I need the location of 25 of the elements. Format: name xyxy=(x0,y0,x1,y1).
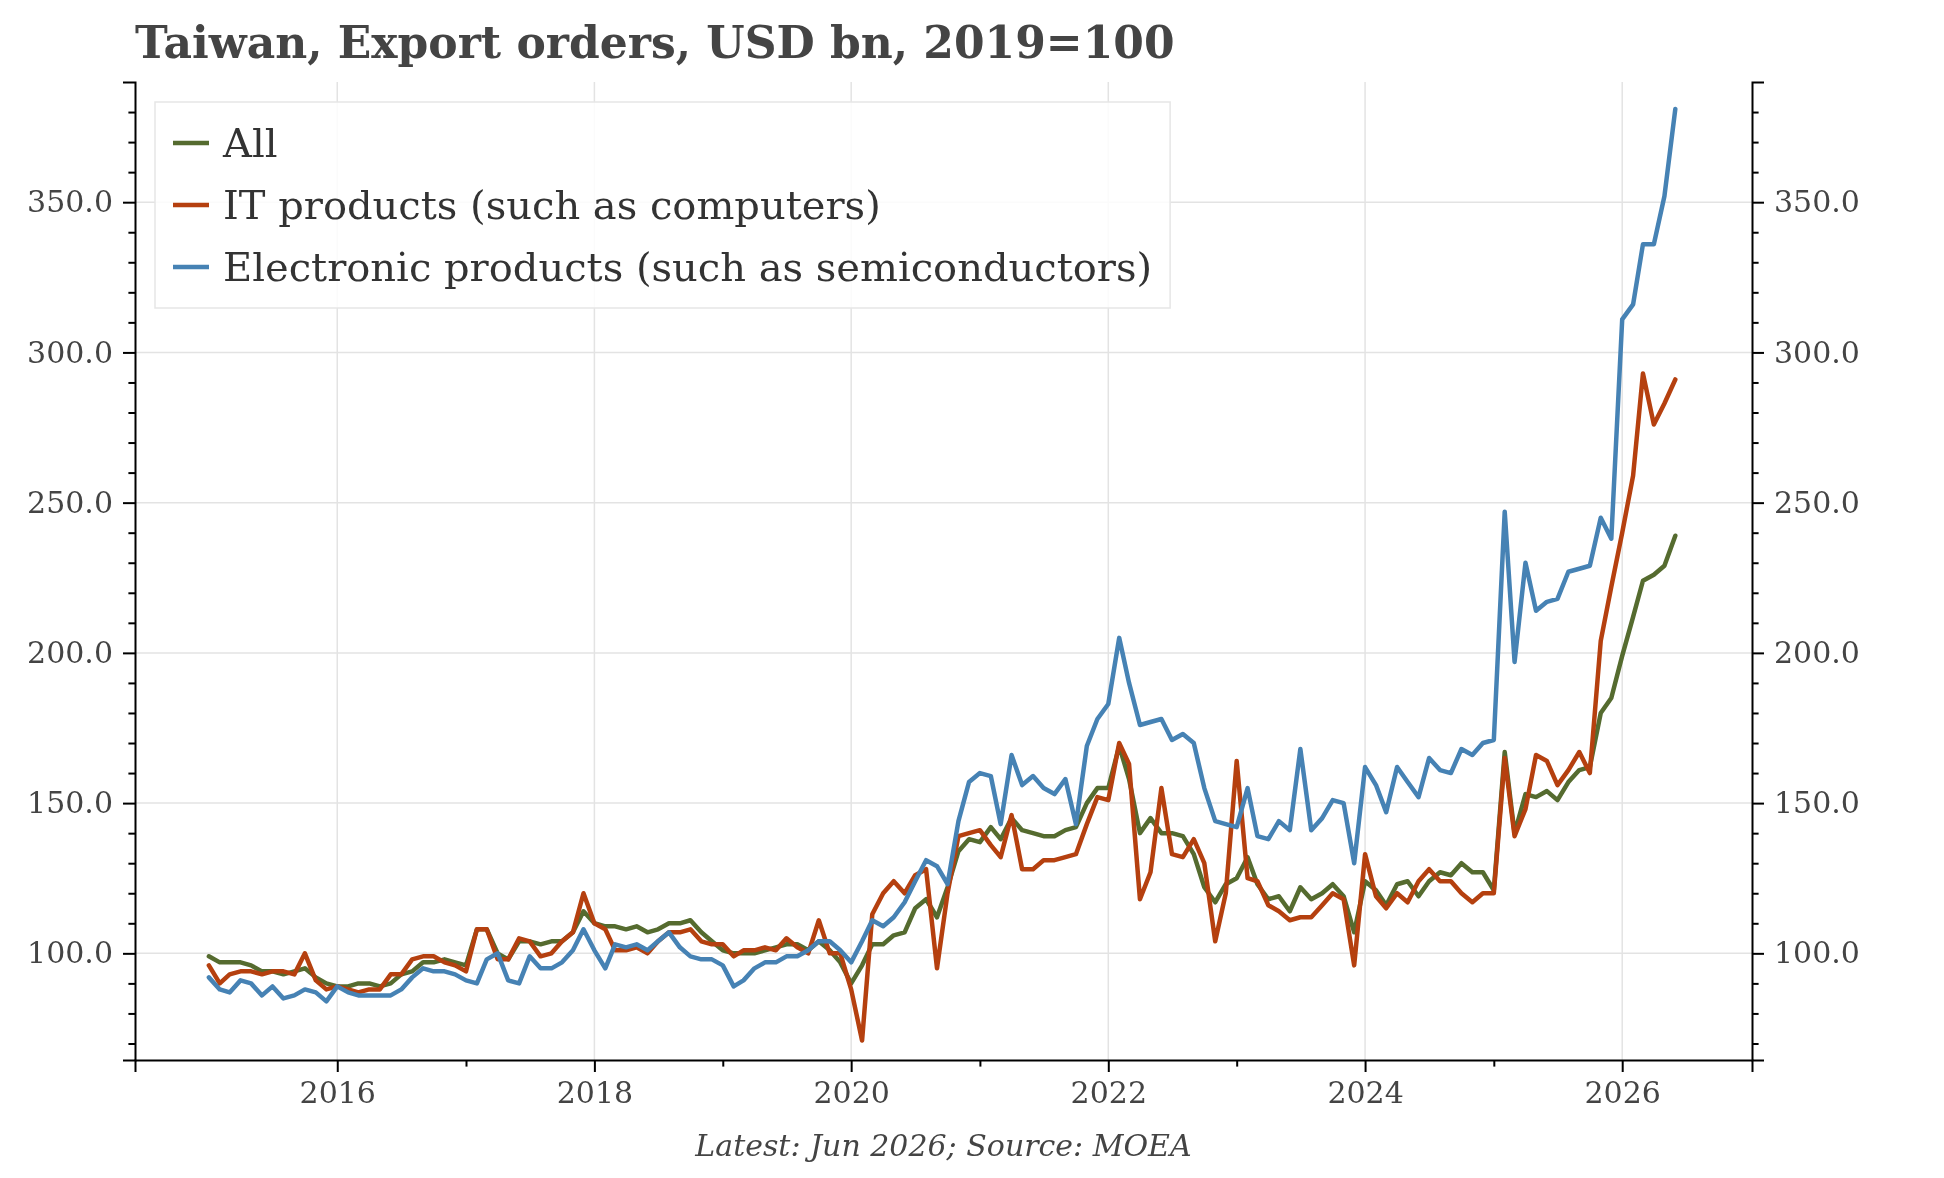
y-tick-label: 100.0 xyxy=(27,935,113,971)
chart-title: Taiwan, Export orders, USD bn, 2019=100 xyxy=(135,17,1175,68)
x-tick-label: 2022 xyxy=(1070,1075,1147,1111)
y2-tick-label: 300.0 xyxy=(1774,334,1860,370)
y-tick-label: 250.0 xyxy=(27,484,113,520)
x-tick-label: 2018 xyxy=(556,1075,634,1111)
y2-tick-label: 250.0 xyxy=(1774,484,1860,520)
x-tick-label: 2026 xyxy=(1584,1075,1661,1111)
y-tick-label: 150.0 xyxy=(27,785,113,821)
x-tick-label: 2024 xyxy=(1327,1075,1404,1111)
legend-label: Electronic products (such as semiconductors) xyxy=(223,244,1153,290)
y2-tick-label: 150.0 xyxy=(1774,785,1860,821)
y2-tick-label: 200.0 xyxy=(1774,634,1860,670)
y2-tick-label: 100.0 xyxy=(1774,935,1860,971)
line-series xyxy=(206,371,1678,1043)
legend-label: IT products (such as computers) xyxy=(223,182,881,228)
y-tick-label: 300.0 xyxy=(27,334,113,370)
text: Latest: Jun 2026; Source: MOEA xyxy=(694,1128,1192,1163)
y-tick-label: 200.0 xyxy=(27,634,113,670)
y2-tick-label: 350.0 xyxy=(1774,184,1860,220)
line-series xyxy=(206,106,1678,1004)
x-tick-label: 2016 xyxy=(299,1075,376,1111)
x-tick-label: 2020 xyxy=(813,1075,890,1111)
legend-label: All xyxy=(222,120,278,166)
y-tick-label: 350.0 xyxy=(27,184,113,220)
